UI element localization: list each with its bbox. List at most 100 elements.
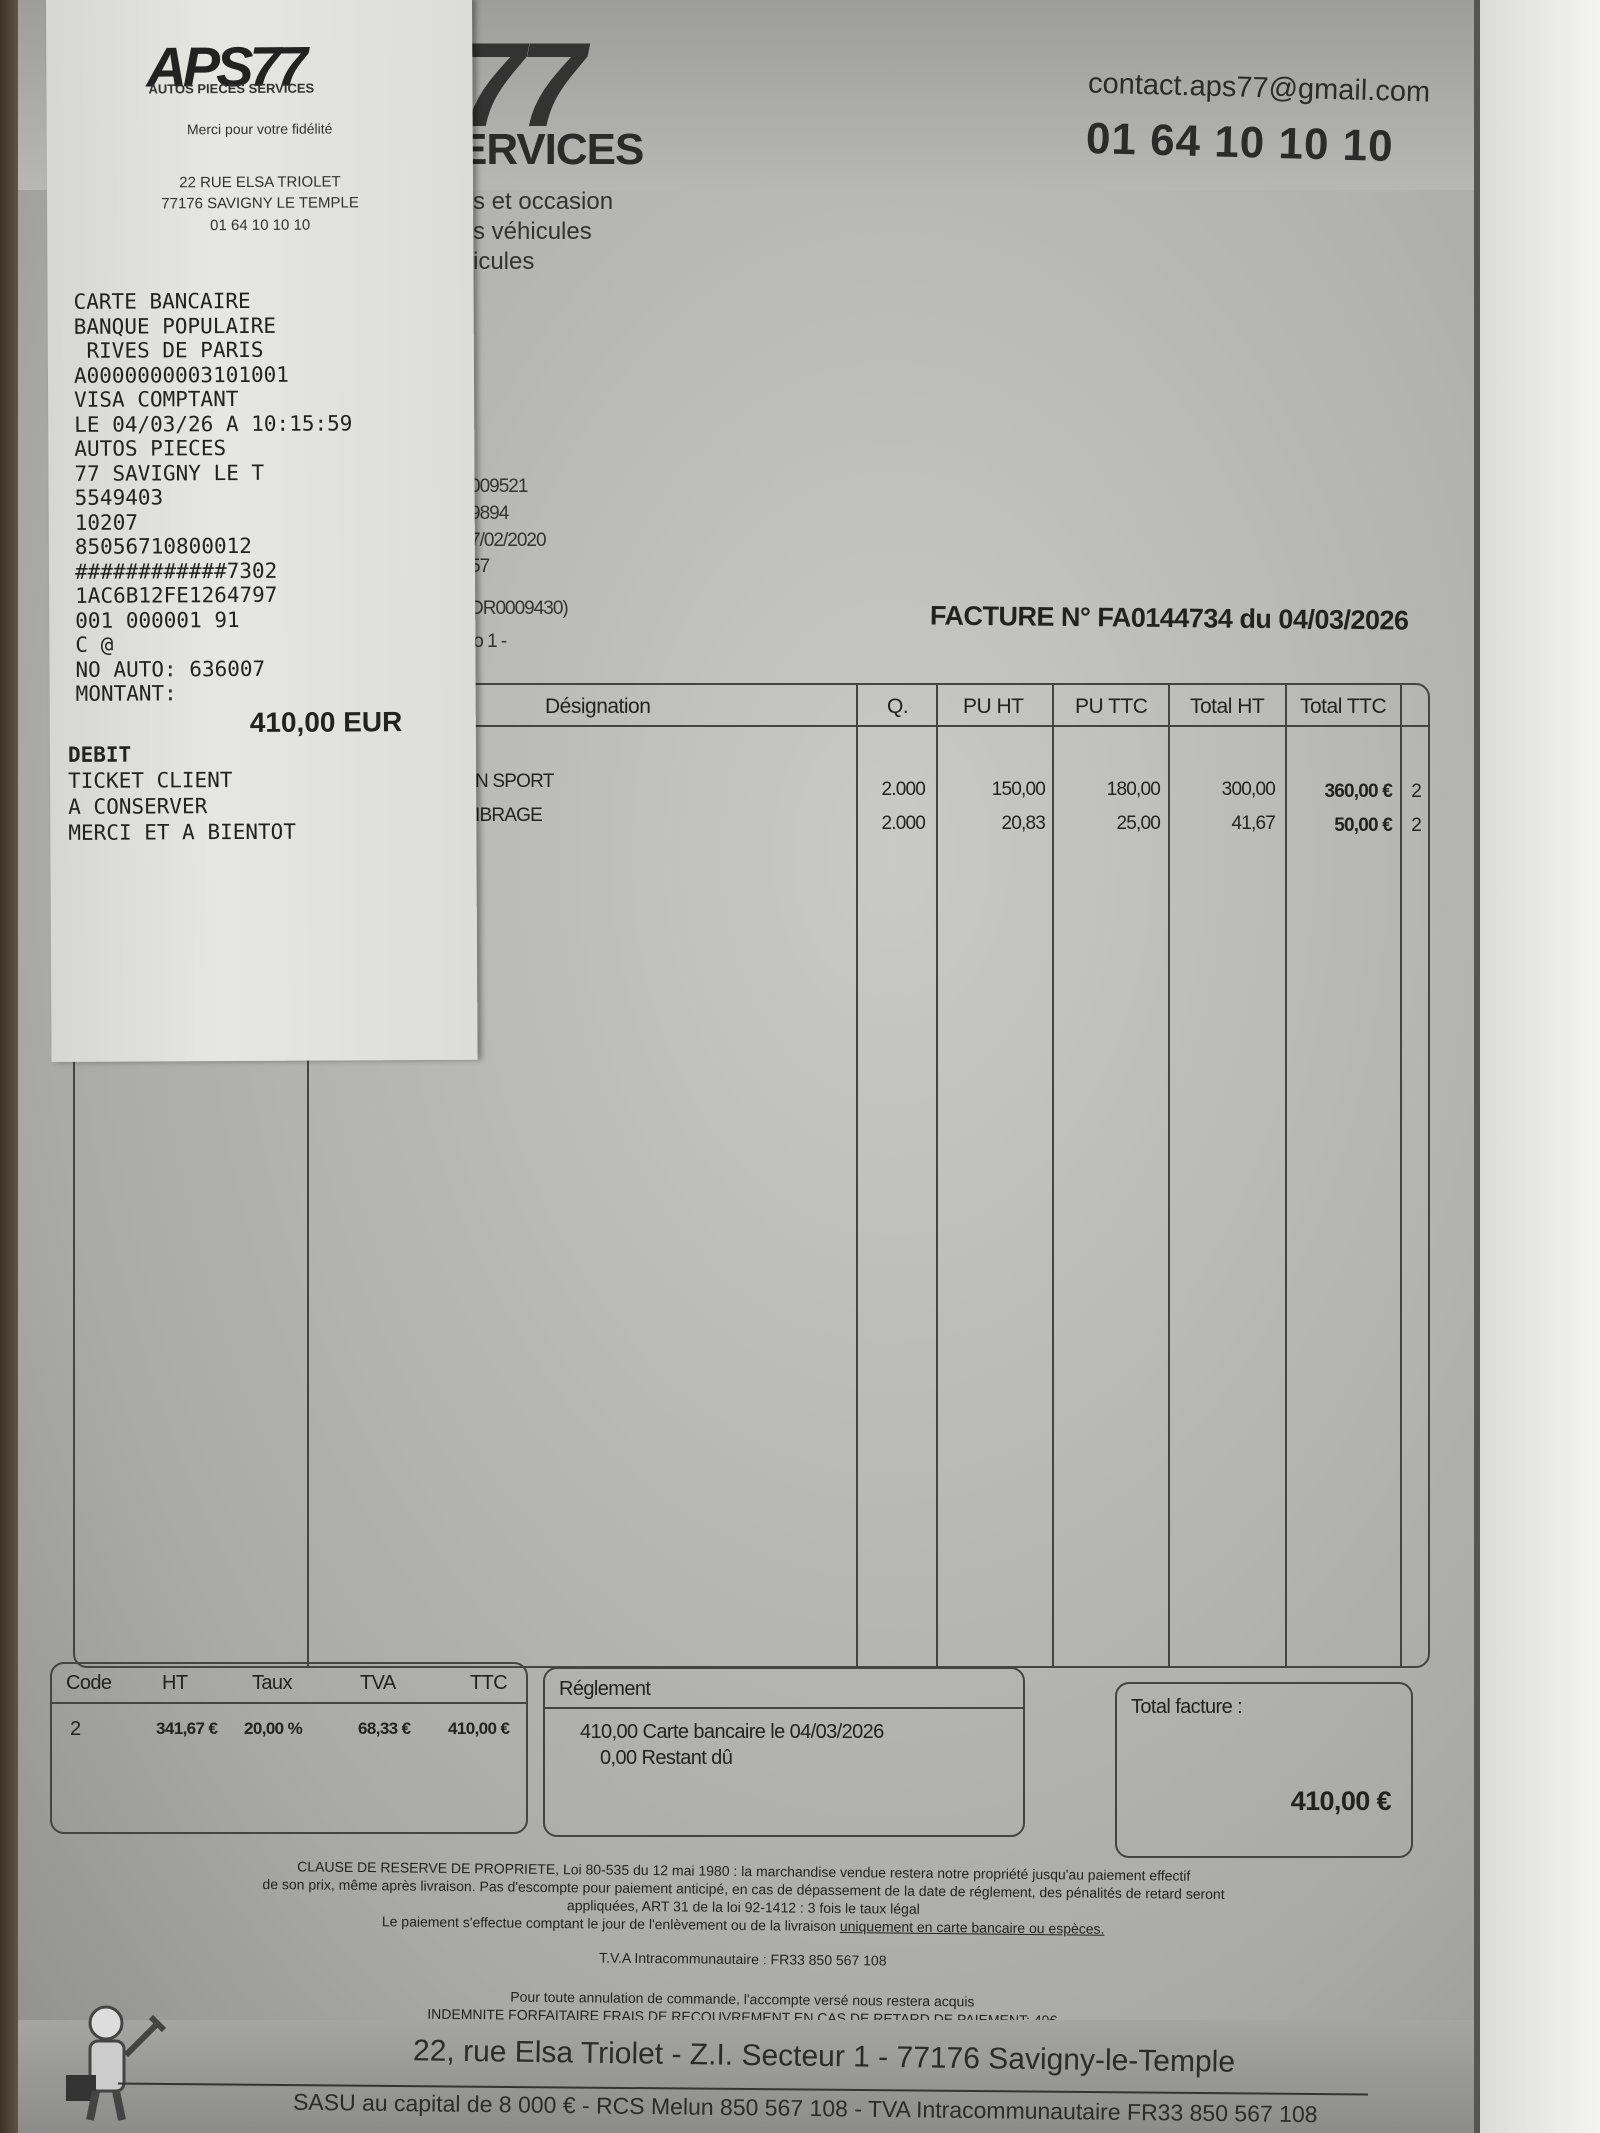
vat-col-ht: HT bbox=[162, 1672, 188, 1694]
client-ref: 009521 bbox=[470, 476, 528, 497]
vat-col-code: Code bbox=[66, 1672, 112, 1694]
tva-number: T.V.A Intracommunautaire : FR33 850 567 … bbox=[599, 1949, 887, 1969]
receipt-line: BANQUE POPULAIRE bbox=[73, 313, 277, 339]
cell-pu-ht: 20,83 bbox=[1001, 813, 1045, 834]
receipt-line: 5549403 bbox=[74, 485, 164, 510]
vat-col-tva: TVA bbox=[360, 1672, 396, 1694]
cell-total-ht: 300,00 bbox=[1221, 779, 1276, 800]
receipt-thanks: Merci pour votre fidélité bbox=[186, 120, 333, 138]
payment-terms-text: Le paiement s'effectue comptant le jour … bbox=[381, 1913, 840, 1935]
total-label: Total facture : bbox=[1131, 1696, 1243, 1718]
cell-total-ttc: 50,00 € bbox=[1334, 815, 1393, 836]
receipt-phone: 01 64 10 10 10 bbox=[210, 216, 311, 235]
column-header-designation: Désignation bbox=[545, 695, 651, 718]
column-header-pu-ttc: PU TTC bbox=[1075, 695, 1148, 718]
column-divider bbox=[936, 685, 938, 1666]
card-payment-receipt: APS77 AUTOS PIECES SERVICES Merci pour v… bbox=[46, 0, 478, 1062]
vat-ttc: 410,00 € bbox=[448, 1719, 510, 1738]
client-ref: 57 bbox=[470, 556, 490, 577]
cell-total-ht: 41,67 bbox=[1231, 813, 1275, 834]
cell-designation: IBRAGE bbox=[475, 805, 543, 826]
column-header-total-ht: Total HT bbox=[1190, 695, 1265, 718]
payment-terms-underlined: uniquement en carte bancaire ou espèces. bbox=[839, 1918, 1105, 1937]
cell-qty: 2.000 bbox=[881, 813, 925, 834]
table-surface bbox=[0, 0, 22, 2133]
receipt-line: 001 000001 91 bbox=[75, 607, 240, 633]
column-divider bbox=[307, 685, 309, 1666]
receipt-line: MONTANT: bbox=[75, 681, 177, 706]
cell-qty: 2.000 bbox=[881, 779, 925, 800]
company-logo-text: ERVICES bbox=[458, 125, 644, 174]
cell-designation: N SPORT bbox=[475, 771, 554, 792]
client-ref: 7/02/2020 bbox=[470, 530, 547, 551]
cell-pu-ht: 150,00 bbox=[991, 779, 1046, 800]
vat-amount: 68,33 € bbox=[358, 1719, 411, 1738]
payment-remaining: 0,00 Restant dû bbox=[600, 1747, 733, 1769]
client-ref: 9894 bbox=[470, 503, 509, 524]
receipt-line: RIVES DE PARIS bbox=[73, 337, 264, 363]
vat-col-taux: Taux bbox=[252, 1672, 292, 1694]
cell-code: 2 bbox=[1411, 781, 1422, 802]
vat-summary-header bbox=[52, 1664, 526, 1704]
table-header bbox=[75, 685, 1428, 727]
invoice-title: FACTURE N° FA0144734 du 04/03/2026 bbox=[929, 600, 1409, 636]
payment-title: Réglement bbox=[559, 1678, 651, 1700]
tagline: icules bbox=[473, 248, 535, 275]
receipt-line: 10207 bbox=[74, 510, 139, 535]
tagline: s et occasion bbox=[473, 188, 614, 215]
invoice-lines-table: Désignation Q. PU HT PU TTC Total HT Tot… bbox=[73, 683, 1430, 1668]
paper-edge bbox=[1470, 0, 1600, 2133]
payment-line: 410,00 Carte bancaire le 04/03/2026 bbox=[580, 1721, 884, 1743]
receipt-line: TICKET CLIENT bbox=[68, 768, 233, 793]
receipt-line: 85056710800012 bbox=[74, 533, 252, 559]
receipt-address: 22 RUE ELSA TRIOLET bbox=[179, 173, 341, 192]
payment-header bbox=[545, 1669, 1023, 1709]
total-box: Total facture : 410,00 € bbox=[1115, 1682, 1413, 1858]
column-header-pu-ht: PU HT bbox=[963, 695, 1024, 718]
receipt-line: A CONSERVER bbox=[68, 794, 208, 819]
receipt-amount: 410,00 EUR bbox=[249, 706, 403, 738]
cell-code: 2 bbox=[1411, 815, 1422, 836]
receipt-line: VISA COMPTANT bbox=[74, 386, 239, 412]
client-ref: lo 1 - bbox=[470, 631, 507, 652]
cell-pu-ttc: 180,00 bbox=[1106, 779, 1161, 800]
column-divider bbox=[1285, 685, 1287, 1666]
column-divider bbox=[856, 685, 858, 1666]
receipt-line: MERCI ET A BIENTOT bbox=[68, 819, 296, 845]
column-divider bbox=[1400, 685, 1402, 1666]
receipt-line: NO AUTO: 636007 bbox=[75, 656, 266, 682]
receipt-debit: DEBIT bbox=[67, 742, 132, 767]
vat-rate: 20,00 % bbox=[244, 1719, 303, 1738]
receipt-transaction-lines: CARTE BANCAIRE BANQUE POPULAIRE RIVES DE … bbox=[74, 288, 354, 706]
tagline: s véhicules bbox=[473, 218, 592, 245]
cell-total-ttc: 360,00 € bbox=[1324, 781, 1392, 802]
legal-notice: CLAUSE DE RESERVE DE PROPRIETE, Loi 80-5… bbox=[167, 1856, 1319, 2032]
payment-box: Réglement 410,00 Carte bancaire le 04/03… bbox=[543, 1667, 1025, 1837]
mechanic-mascot-icon bbox=[66, 2005, 167, 2121]
receipt-line: ############7302 bbox=[74, 558, 278, 584]
column-header-total-ttc: Total TTC bbox=[1300, 695, 1387, 718]
cell-pu-ttc: 25,00 bbox=[1116, 813, 1160, 834]
vat-code: 2 bbox=[70, 1718, 81, 1740]
receipt-line: A0000000003101001 bbox=[73, 362, 289, 388]
vat-ht: 341,67 € bbox=[156, 1719, 218, 1738]
column-divider bbox=[1052, 685, 1054, 1666]
receipt-line: 77 SAVIGNY LE T bbox=[74, 460, 265, 486]
receipt-line: AUTOS PIECES bbox=[74, 436, 227, 461]
receipt-line: CARTE BANCAIRE bbox=[73, 288, 251, 314]
company-logo: 77 bbox=[458, 18, 586, 152]
receipt-address: 77176 SAVIGNY LE TEMPLE bbox=[161, 194, 359, 213]
vat-summary-box: Code HT Taux TVA TTC 2 341,67 € 20,00 % … bbox=[50, 1662, 528, 1834]
receipt-line: 1AC6B12FE1264797 bbox=[75, 582, 278, 608]
receipt-logo-subtitle: AUTOS PIECES SERVICES bbox=[148, 80, 315, 97]
total-value: 410,00 € bbox=[1290, 1786, 1392, 1816]
client-ref: DR0009430) bbox=[470, 598, 569, 619]
vat-col-ttc: TTC bbox=[470, 1672, 508, 1694]
receipt-footer: DEBIT TICKET CLIENT A CONSERVER MERCI ET A … bbox=[68, 741, 296, 846]
column-header-qty: Q. bbox=[887, 695, 909, 718]
footer-band bbox=[18, 2020, 1474, 2133]
contact-phone: 01 64 10 10 10 bbox=[1085, 113, 1395, 172]
receipt-line: LE 04/03/26 A 10:15:59 bbox=[74, 410, 353, 437]
receipt-line: C @ bbox=[75, 632, 114, 657]
column-divider bbox=[1168, 685, 1170, 1666]
